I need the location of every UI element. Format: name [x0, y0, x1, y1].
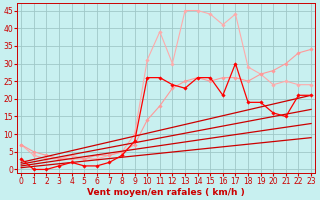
X-axis label: Vent moyen/en rafales ( km/h ): Vent moyen/en rafales ( km/h ) [87, 188, 245, 197]
